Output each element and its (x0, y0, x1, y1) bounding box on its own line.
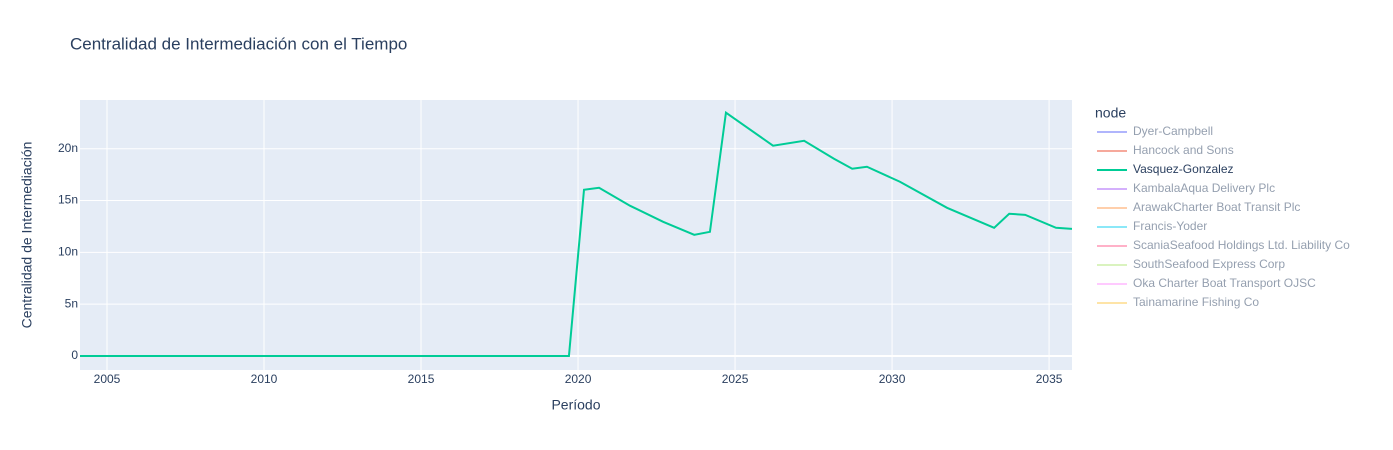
plot-area (80, 100, 1072, 370)
legend-label: ScaniaSeafood Holdings Ltd. Liability Co (1133, 238, 1350, 252)
legend-item[interactable]: Oka Charter Boat Transport OJSC (1097, 276, 1316, 290)
y-tick-label: 0 (71, 348, 78, 362)
legend-item[interactable]: Dyer-Campbell (1097, 124, 1213, 138)
legend-label: Tainamarine Fishing Co (1133, 295, 1259, 309)
x-tick-label: 2035 (1036, 372, 1063, 386)
legend-label: Vasquez-Gonzalez (1133, 162, 1234, 176)
y-tick-label: 10n (58, 245, 78, 259)
legend-label: Francis-Yoder (1133, 219, 1207, 233)
x-tick-label: 2030 (879, 372, 906, 386)
legend-label: KambalaAqua Delivery Plc (1133, 181, 1275, 195)
legend-item[interactable]: Tainamarine Fishing Co (1097, 295, 1259, 309)
legend-item[interactable]: Hancock and Sons (1097, 143, 1234, 157)
legend-label: Hancock and Sons (1133, 143, 1234, 157)
chart-title: Centralidad de Intermediación con el Tie… (70, 34, 407, 53)
legend-item[interactable]: ScaniaSeafood Holdings Ltd. Liability Co (1097, 238, 1350, 252)
x-tick-label: 2020 (565, 372, 592, 386)
legend-label: ArawakCharter Boat Transit Plc (1133, 200, 1300, 214)
y-tick-label: 15n (58, 193, 78, 207)
legend-label: Dyer-Campbell (1133, 124, 1213, 138)
x-axis-title: Período (551, 397, 600, 413)
x-tick-label: 2010 (251, 372, 278, 386)
line (80, 110, 1072, 358)
legend-item[interactable]: Vasquez-Gonzalez (1097, 162, 1234, 176)
y-tick-label: 5n (65, 296, 78, 310)
legend-item[interactable]: KambalaAqua Delivery Plc (1097, 181, 1275, 195)
y-tick-label: 20n (58, 141, 78, 155)
y-axis-title: Centralidad de Intermediación (19, 142, 35, 329)
legend-item[interactable]: Francis-Yoder (1097, 219, 1207, 233)
legend-label: Oka Charter Boat Transport OJSC (1133, 276, 1316, 290)
legend-title: node (1095, 105, 1126, 121)
x-tick-label: 2025 (722, 372, 749, 386)
legend-label: SouthSeafood Express Corp (1133, 257, 1285, 271)
legend-item[interactable]: SouthSeafood Express Corp (1097, 257, 1285, 271)
x-tick-label: 2015 (408, 372, 435, 386)
legend-item[interactable]: ArawakCharter Boat Transit Plc (1097, 200, 1300, 214)
x-tick-label: 2005 (94, 372, 121, 386)
